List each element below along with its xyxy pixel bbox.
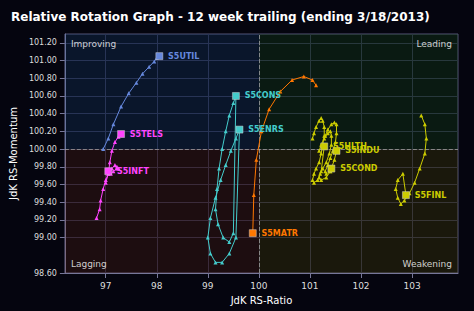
svg-text:99.00: 99.00 <box>34 233 57 242</box>
svg-text:S5INDU: S5INDU <box>345 146 379 155</box>
svg-text:99.80: 99.80 <box>34 162 57 171</box>
svg-text:100.60: 100.60 <box>29 91 57 100</box>
svg-text:S5INFT: S5INFT <box>117 167 149 176</box>
svg-text:S5UTIL: S5UTIL <box>168 52 199 61</box>
svg-text:99: 99 <box>202 281 214 291</box>
svg-text:99.20: 99.20 <box>34 215 57 224</box>
svg-text:S5COND: S5COND <box>340 164 378 173</box>
svg-text:Lagging: Lagging <box>71 259 107 269</box>
svg-text:JdK RS-Momentum: JdK RS-Momentum <box>8 107 19 201</box>
svg-text:97: 97 <box>100 281 111 291</box>
svg-text:101.20: 101.20 <box>29 38 57 47</box>
svg-text:100.20: 100.20 <box>29 127 57 136</box>
svg-text:98: 98 <box>151 281 163 291</box>
svg-text:Relative Rotation Graph - 12 w: Relative Rotation Graph - 12 week traili… <box>11 10 430 24</box>
svg-text:101: 101 <box>301 281 318 291</box>
svg-text:102: 102 <box>352 281 369 291</box>
svg-text:103: 103 <box>403 281 420 291</box>
svg-text:101.00: 101.00 <box>29 56 57 65</box>
svg-text:100.80: 100.80 <box>29 74 57 83</box>
svg-text:S5TELS: S5TELS <box>130 130 163 139</box>
svg-text:JdK RS-Ratio: JdK RS-Ratio <box>230 295 293 306</box>
svg-text:100: 100 <box>250 281 267 291</box>
svg-text:Leading: Leading <box>416 39 452 49</box>
svg-text:S5FINL: S5FINL <box>415 191 447 200</box>
svg-text:99.40: 99.40 <box>34 198 57 207</box>
svg-text:100.00: 100.00 <box>29 145 57 154</box>
svg-text:100.40: 100.40 <box>29 109 57 118</box>
svg-text:98.60: 98.60 <box>34 269 57 278</box>
svg-text:Weakening: Weakening <box>403 259 452 269</box>
svg-text:S5ENRS: S5ENRS <box>248 125 284 134</box>
svg-text:S5CONS: S5CONS <box>245 91 282 100</box>
svg-text:Improving: Improving <box>71 39 116 49</box>
svg-text:S5MATR: S5MATR <box>262 229 298 238</box>
svg-text:99.60: 99.60 <box>34 180 57 189</box>
